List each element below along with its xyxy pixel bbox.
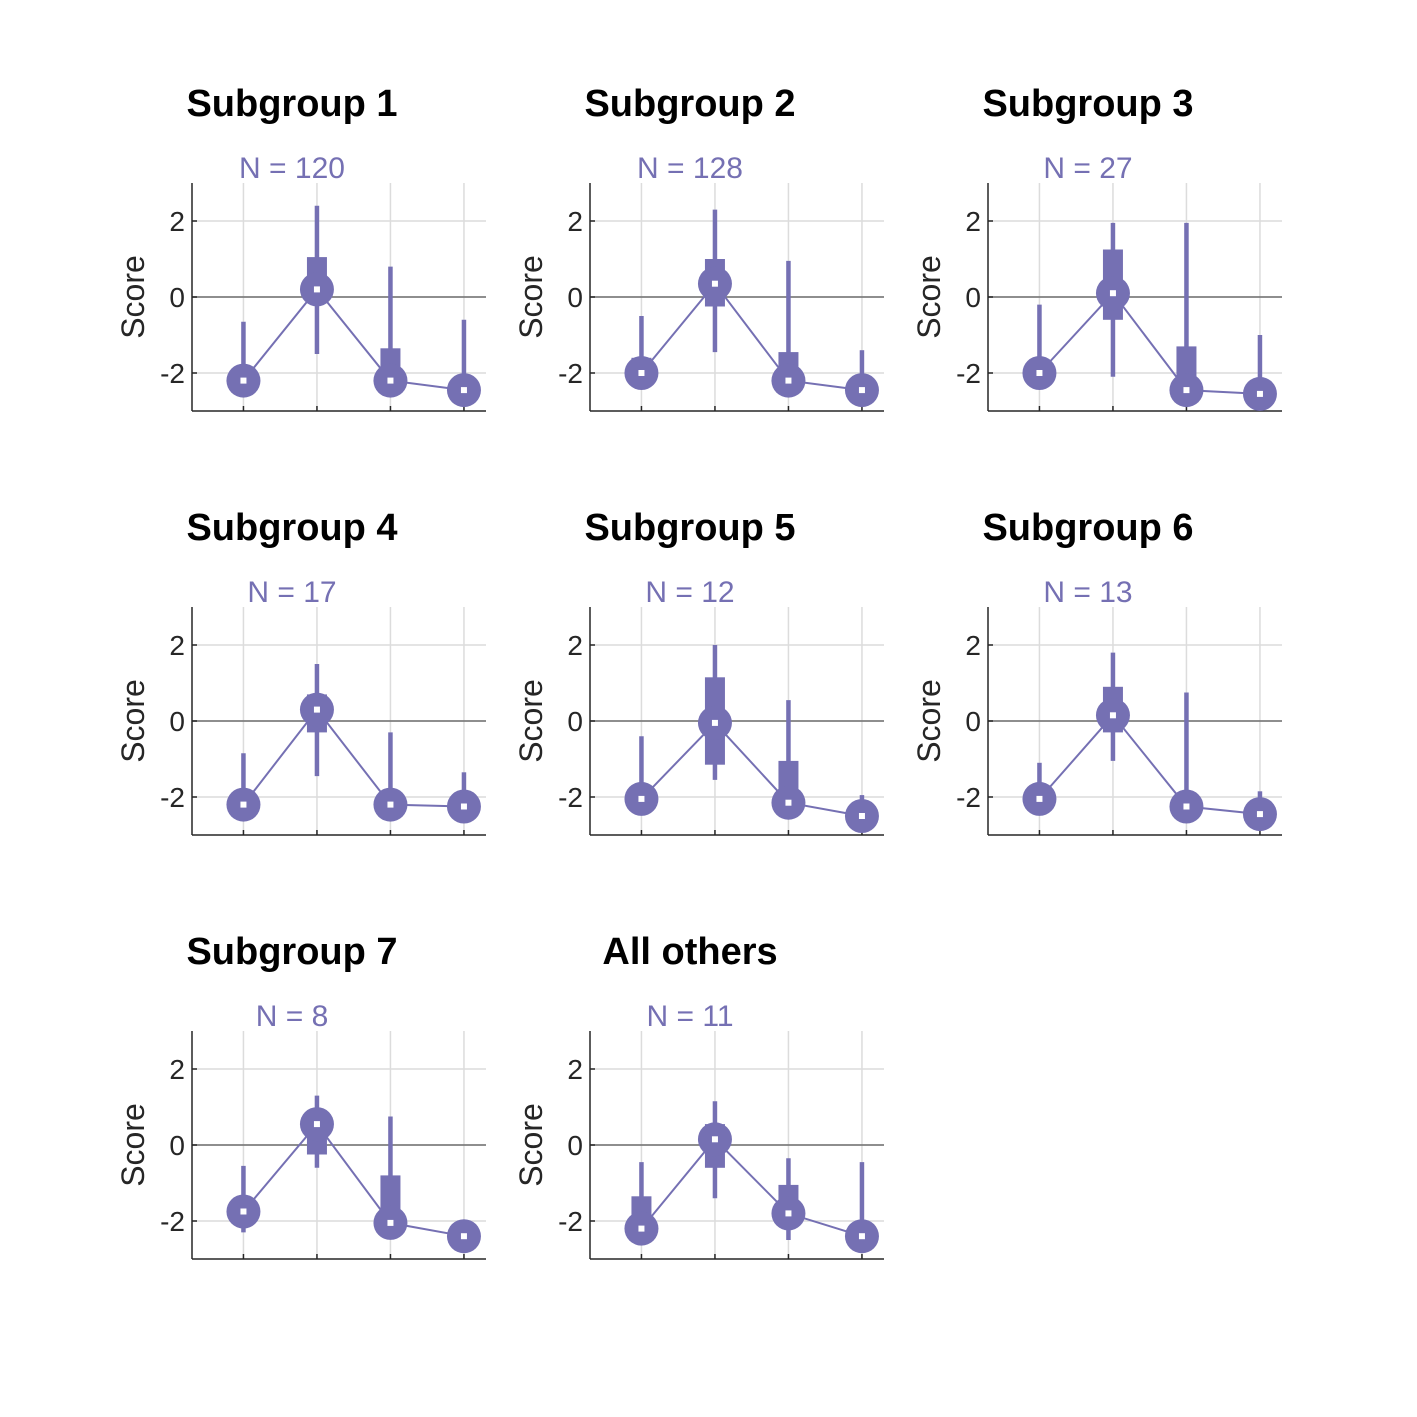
panel-n-label: N = 120	[239, 152, 345, 185]
median-line	[640, 282, 863, 392]
subplot-2: -2 0 2 Score Subgroup 2 N = 128	[513, 83, 884, 412]
median-line	[640, 1137, 863, 1238]
y-tick-label: 0	[965, 706, 981, 737]
subplot-6: -2 0 2 Score Subgroup 6 N = 13	[911, 507, 1282, 836]
median-center	[785, 377, 792, 384]
median-center	[313, 706, 320, 713]
median-center	[313, 1121, 320, 1128]
median-center	[1256, 811, 1263, 818]
subplot-7: -2 0 2 Score Subgroup 7 N = 8	[115, 931, 486, 1260]
panel-title: Subgroup 4	[186, 507, 397, 549]
median-center	[638, 795, 645, 802]
y-tick-label: 0	[567, 1130, 583, 1161]
panel-title: Subgroup 5	[584, 507, 795, 549]
panel-n-label: N = 12	[645, 576, 734, 609]
y-tick-label: -2	[558, 782, 583, 813]
median-center	[711, 1136, 718, 1143]
y-tick-label: 2	[169, 1054, 185, 1085]
y-tick-label: -2	[160, 1206, 185, 1237]
median-center	[711, 719, 718, 726]
y-tick-label: 0	[169, 706, 185, 737]
median-center	[1183, 387, 1190, 394]
panel-title: All others	[602, 931, 777, 973]
subplot-5: -2 0 2 Score Subgroup 5 N = 12	[513, 507, 884, 836]
panel-title: Subgroup 3	[982, 83, 1193, 125]
median-center	[638, 1225, 645, 1232]
median-center	[785, 799, 792, 806]
y-tick-label: -2	[558, 358, 583, 389]
median-center	[387, 801, 394, 808]
y-axis-label: Score	[115, 679, 151, 763]
y-tick-label: -2	[956, 358, 981, 389]
panel-n-label: N = 27	[1043, 152, 1132, 185]
median-center	[460, 1233, 467, 1240]
median-line	[242, 1122, 465, 1238]
y-tick-label: 2	[567, 1054, 583, 1085]
median-center	[1036, 795, 1043, 802]
y-axis-label: Score	[513, 679, 549, 763]
subplot-8: -2 0 2 Score All others N = 11	[513, 931, 884, 1260]
panel-n-label: N = 11	[647, 1000, 734, 1033]
panel-n-label: N = 13	[1043, 576, 1132, 609]
median-center	[313, 286, 320, 293]
median-center	[460, 803, 467, 810]
y-tick-label: -2	[956, 782, 981, 813]
subplot-1: -2 0 2 Score Subgroup 1 N = 120	[115, 83, 486, 412]
panel-n-label: N = 128	[637, 152, 743, 185]
median-center	[711, 280, 718, 287]
median-center	[858, 387, 865, 394]
median-center	[858, 1233, 865, 1240]
panel-n-label: N = 8	[256, 1000, 329, 1033]
median-center	[1109, 290, 1116, 297]
y-tick-label: 0	[965, 282, 981, 313]
y-tick-label: 0	[169, 282, 185, 313]
median-center	[1109, 712, 1116, 719]
median-line	[242, 707, 464, 808]
y-tick-label: 0	[567, 706, 583, 737]
median-center	[240, 801, 247, 808]
panel-title: Subgroup 7	[186, 931, 397, 973]
median-center	[638, 370, 645, 376]
y-tick-label: -2	[160, 782, 185, 813]
median-center	[1036, 370, 1043, 376]
median-line	[1038, 713, 1261, 816]
median-center	[240, 377, 247, 384]
median-center	[1256, 390, 1263, 397]
median-center	[387, 377, 394, 384]
y-tick-label: 2	[965, 630, 981, 661]
y-tick-label: 0	[169, 1130, 185, 1161]
median-line	[1038, 291, 1261, 395]
median-center	[785, 1210, 792, 1217]
y-axis-label: Score	[513, 1103, 549, 1187]
y-tick-label: 2	[965, 206, 981, 237]
panel-title: Subgroup 2	[584, 83, 795, 125]
y-axis-label: Score	[115, 255, 151, 339]
y-tick-label: 0	[567, 282, 583, 313]
y-tick-label: -2	[558, 1206, 583, 1237]
y-tick-label: 2	[169, 206, 185, 237]
median-center	[858, 813, 865, 819]
y-axis-label: Score	[513, 255, 549, 339]
median-line	[242, 287, 465, 392]
y-tick-label: 2	[567, 206, 583, 237]
panel-n-label: N = 17	[247, 576, 336, 609]
y-axis-label: Score	[115, 1103, 151, 1187]
subplot-3: -2 0 2 Score Subgroup 3 N = 27	[911, 83, 1282, 412]
median-center	[387, 1219, 394, 1226]
y-tick-label: 2	[567, 630, 583, 661]
median-center	[240, 1208, 247, 1215]
y-axis-label: Score	[911, 255, 947, 339]
panel-title: Subgroup 6	[982, 507, 1193, 549]
subplot-4: -2 0 2 Score Subgroup 4 N = 17	[115, 507, 486, 836]
panel-title: Subgroup 1	[186, 83, 397, 125]
y-tick-label: 2	[169, 630, 185, 661]
median-center	[1183, 803, 1190, 810]
y-tick-label: -2	[160, 358, 185, 389]
median-line	[640, 721, 863, 817]
median-center	[460, 387, 467, 394]
y-axis-label: Score	[911, 679, 947, 763]
